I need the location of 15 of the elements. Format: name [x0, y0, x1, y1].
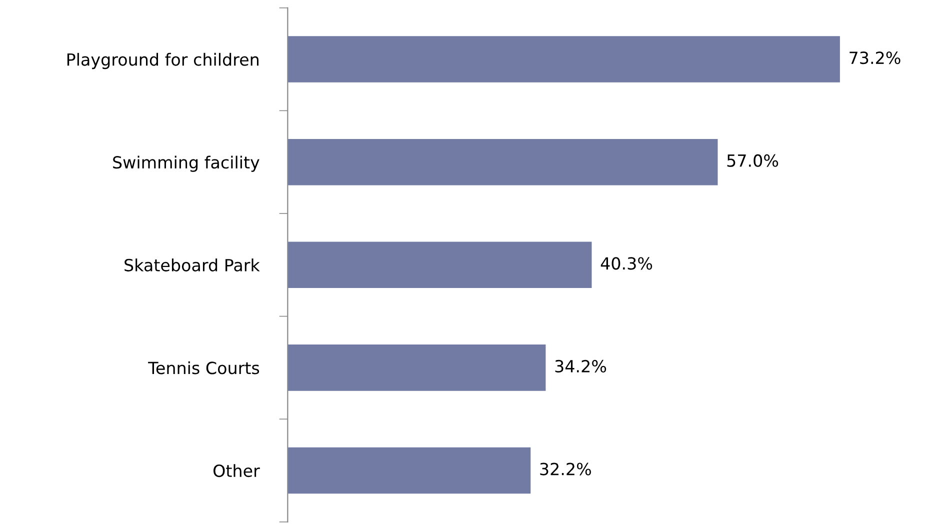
y-tick-label: Playground for children [67, 52, 258, 70]
data-label: 73.2% [850, 51, 900, 64]
y-tick-label: Tennis Courts [148, 361, 260, 374]
y-tick-label: Swimming facility [113, 156, 260, 172]
bar [288, 242, 592, 288]
bar [288, 138, 718, 186]
data-label: 57.0% [727, 154, 778, 167]
data-label: 32.2% [540, 462, 591, 476]
y-tick-label: Skateboard Park [124, 258, 260, 272]
bar [288, 447, 531, 494]
data-label: 40.3% [600, 257, 652, 270]
data-label: 34.2% [555, 360, 606, 373]
y-tick-label: Other [214, 464, 260, 478]
bar [288, 36, 840, 82]
bar [288, 344, 546, 391]
